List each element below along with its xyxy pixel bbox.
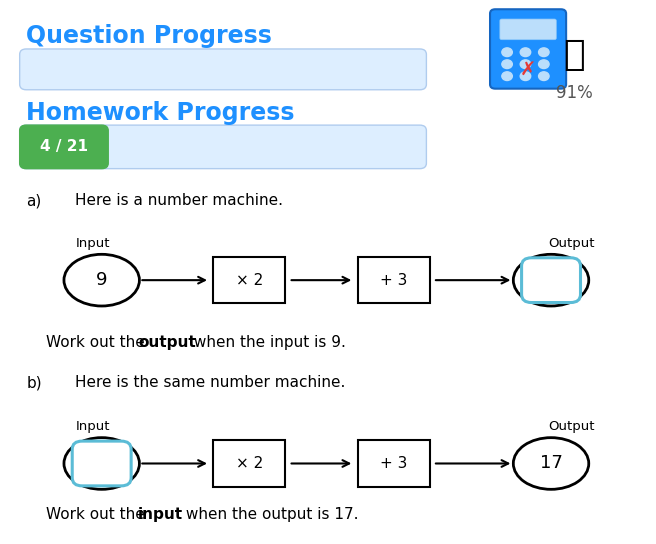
FancyBboxPatch shape xyxy=(72,441,131,486)
FancyBboxPatch shape xyxy=(490,9,566,89)
Text: 🏆: 🏆 xyxy=(564,38,584,72)
Text: Question Progress: Question Progress xyxy=(26,24,272,48)
Ellipse shape xyxy=(513,255,589,306)
Text: when the input is 9.: when the input is 9. xyxy=(189,335,346,350)
FancyBboxPatch shape xyxy=(213,257,285,304)
Circle shape xyxy=(502,60,512,69)
Text: input: input xyxy=(138,507,183,522)
Circle shape xyxy=(539,48,549,57)
Circle shape xyxy=(539,72,549,81)
Text: Input: Input xyxy=(75,237,110,250)
Text: Here is a number machine.: Here is a number machine. xyxy=(75,193,283,208)
Text: 4 / 21: 4 / 21 xyxy=(40,139,88,154)
Text: Output: Output xyxy=(548,420,594,433)
FancyBboxPatch shape xyxy=(20,125,108,169)
Ellipse shape xyxy=(64,255,139,306)
Text: Input: Input xyxy=(75,420,110,433)
Text: Output: Output xyxy=(548,237,594,250)
Text: × 2: × 2 xyxy=(236,273,263,288)
Text: Here is the same number machine.: Here is the same number machine. xyxy=(75,375,346,391)
Text: b): b) xyxy=(26,375,42,391)
FancyBboxPatch shape xyxy=(358,441,430,487)
Text: + 3: + 3 xyxy=(380,273,407,288)
Text: 9: 9 xyxy=(96,271,108,289)
Circle shape xyxy=(539,60,549,69)
Text: + 3: + 3 xyxy=(380,456,407,471)
Ellipse shape xyxy=(513,437,589,490)
Circle shape xyxy=(520,48,531,57)
FancyBboxPatch shape xyxy=(522,258,581,302)
Text: × 2: × 2 xyxy=(236,456,263,471)
Circle shape xyxy=(520,72,531,81)
Text: Work out the: Work out the xyxy=(46,335,150,350)
Text: Work out the: Work out the xyxy=(46,507,150,522)
FancyBboxPatch shape xyxy=(500,19,556,40)
Text: Homework Progress: Homework Progress xyxy=(26,101,295,125)
Circle shape xyxy=(502,48,512,57)
Ellipse shape xyxy=(64,437,139,490)
Text: 91%: 91% xyxy=(556,84,592,102)
FancyBboxPatch shape xyxy=(20,125,426,169)
Text: output: output xyxy=(138,335,195,350)
Text: a): a) xyxy=(26,193,41,208)
Circle shape xyxy=(520,60,531,69)
FancyBboxPatch shape xyxy=(213,441,285,487)
Circle shape xyxy=(502,72,512,81)
FancyBboxPatch shape xyxy=(20,49,426,90)
Text: 17: 17 xyxy=(540,454,562,473)
FancyBboxPatch shape xyxy=(358,257,430,304)
Text: ✗: ✗ xyxy=(520,61,536,80)
Text: when the output is 17.: when the output is 17. xyxy=(180,507,358,522)
